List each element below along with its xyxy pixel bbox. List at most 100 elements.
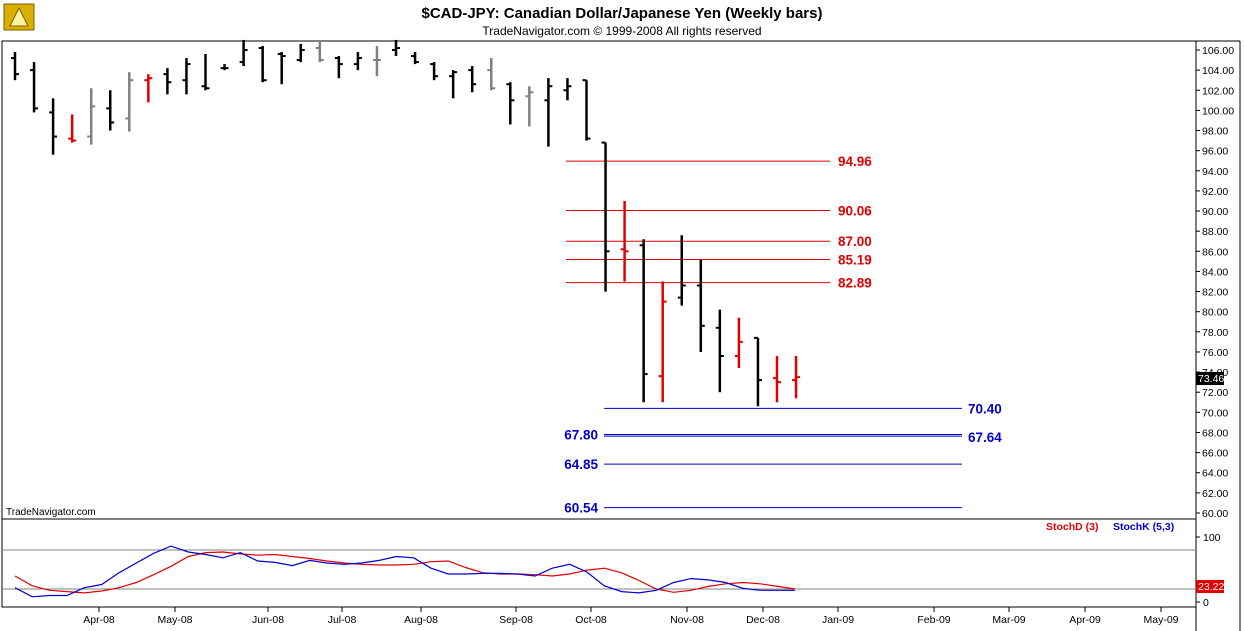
time-tick-label: Dec-08 — [746, 614, 780, 626]
ohlc-bar — [125, 72, 134, 132]
ohlc-bar — [563, 78, 572, 101]
price-tick-label: 98.00 — [1202, 126, 1228, 138]
stochd-line — [14, 551, 796, 594]
stoch-tick-label: 0 — [1203, 597, 1209, 609]
ohlc-bar — [258, 45, 267, 83]
time-tick-label: Jan-09 — [822, 614, 854, 626]
ohlc-bar — [506, 82, 515, 125]
resistance-label: 85.19 — [838, 252, 872, 267]
ohlc-bar — [163, 68, 172, 95]
ohlc-bar — [392, 39, 400, 57]
price-tick-label: 86.00 — [1202, 246, 1228, 258]
ohlc-bar — [372, 45, 381, 77]
ohlc-bar — [525, 86, 534, 127]
ohlc-bar — [220, 64, 229, 71]
ohlc-bar — [106, 90, 115, 131]
time-tick-label: Jul-08 — [328, 614, 357, 626]
ohlc-bar — [582, 79, 591, 141]
price-tick-label: 106.00 — [1202, 45, 1234, 57]
stochk-line — [14, 545, 795, 598]
price-tick-label: 76.00 — [1202, 347, 1228, 359]
ohlc-bar — [353, 52, 362, 71]
time-tick-label: Apr-08 — [83, 614, 115, 626]
ohlc-bar — [68, 114, 77, 143]
price-tick-label: 60.00 — [1202, 508, 1228, 520]
ohlc-bar — [144, 74, 153, 103]
ohlc-bar — [639, 239, 648, 403]
support-label: 70.40 — [968, 401, 1002, 416]
resistance-label: 94.96 — [838, 154, 872, 169]
logo-icon — [3, 3, 35, 31]
ohlc-bar — [296, 43, 305, 63]
ohlc-bar — [677, 235, 686, 306]
ohlc-bar — [734, 317, 743, 369]
ohlc-bar — [430, 62, 439, 81]
legend-stochk: StochK (5,3) — [1113, 521, 1174, 533]
price-tick-label: 94.00 — [1202, 166, 1228, 178]
ohlc-bar — [334, 56, 343, 79]
time-tick-label: Nov-08 — [670, 614, 704, 626]
time-tick-label: Jun-08 — [252, 614, 284, 626]
ohlc-bar — [487, 58, 496, 91]
ohlc-bar — [544, 78, 553, 147]
ohlc-bar — [658, 281, 667, 403]
ohlc-bar — [49, 98, 58, 155]
chart-subtitle: TradeNavigator.com © 1999-2008 All right… — [482, 24, 761, 38]
ohlc-bar — [620, 200, 629, 282]
price-tick-label: 88.00 — [1202, 226, 1228, 238]
ohlc-bar — [773, 355, 781, 403]
price-tick-label: 96.00 — [1202, 146, 1228, 158]
time-tick-label: Aug-08 — [404, 614, 438, 626]
time-tick-label: Feb-09 — [917, 614, 950, 626]
support-label: 64.85 — [564, 457, 598, 472]
ohlc-bar — [449, 70, 458, 99]
ohlc-bar — [182, 58, 191, 95]
time-tick-label: Oct-08 — [575, 614, 607, 626]
ohlc-bar — [315, 39, 324, 63]
last-price-badge — [1196, 372, 1224, 385]
price-tick-label: 92.00 — [1202, 186, 1228, 198]
price-tick-label: 84.00 — [1202, 266, 1228, 278]
ohlc-bar — [753, 336, 762, 407]
legend-stochd: StochD (3) — [1046, 521, 1099, 533]
ohlc-bar — [696, 259, 705, 352]
resistance-label: 90.06 — [838, 203, 872, 218]
ohlc-bar — [201, 54, 210, 91]
price-tick-label: 100.00 — [1202, 105, 1234, 117]
price-tick-label: 104.00 — [1202, 65, 1234, 77]
ohlc-bar — [11, 52, 19, 81]
chart-title: $CAD-JPY: Canadian Dollar/Japanese Yen (… — [422, 5, 823, 22]
resistance-label: 82.89 — [838, 276, 872, 291]
price-tick-label: 78.00 — [1202, 327, 1228, 339]
price-tick-label: 72.00 — [1202, 387, 1228, 399]
price-tick-label: 82.00 — [1202, 287, 1228, 299]
ohlc-bar — [468, 66, 477, 93]
resistance-label: 87.00 — [838, 234, 872, 249]
ohlc-bar — [87, 88, 96, 145]
ohlc-bar — [792, 355, 801, 399]
price-tick-label: 70.00 — [1202, 407, 1228, 419]
support-label: 60.54 — [564, 501, 598, 516]
price-axis: 106.00 104.00 102.00 100.00 98.00 96.00 94.00 9… — [1196, 45, 1234, 520]
time-tick-label: May-08 — [157, 614, 192, 626]
price-tick-label: 68.00 — [1202, 427, 1228, 439]
stoch-axis: 100 0 — [2, 532, 1221, 609]
time-tick-label: Sep-08 — [499, 614, 533, 626]
time-tick-label: Mar-09 — [992, 614, 1025, 626]
ohlc-bar — [601, 141, 610, 292]
price-tick-label: 64.00 — [1202, 468, 1228, 480]
stoch-tick-label: 100 — [1203, 532, 1221, 544]
last-price-label: 73.46 — [1198, 373, 1224, 385]
ohlc-bar — [277, 52, 286, 85]
stoch-value-badge — [1196, 580, 1224, 593]
price-tick-label: 90.00 — [1202, 206, 1228, 218]
price-tick-label: 80.00 — [1202, 307, 1228, 319]
ohlc-bar — [411, 52, 420, 65]
watermark-text: TradeNavigator.com — [6, 507, 96, 518]
stoch-value-label: 23.22 — [1198, 581, 1224, 593]
time-axis: Apr-08 May-08 Jun-08 Jul-08 Aug-08 Sep-08 Oct-… — [83, 607, 1179, 626]
support-label: 67.80 — [564, 427, 598, 442]
price-tick-label: 62.00 — [1202, 488, 1228, 500]
price-levels: 94.96 90.06 87.00 85.19 82.89 70.40 67.80 67.64… — [564, 154, 1002, 515]
